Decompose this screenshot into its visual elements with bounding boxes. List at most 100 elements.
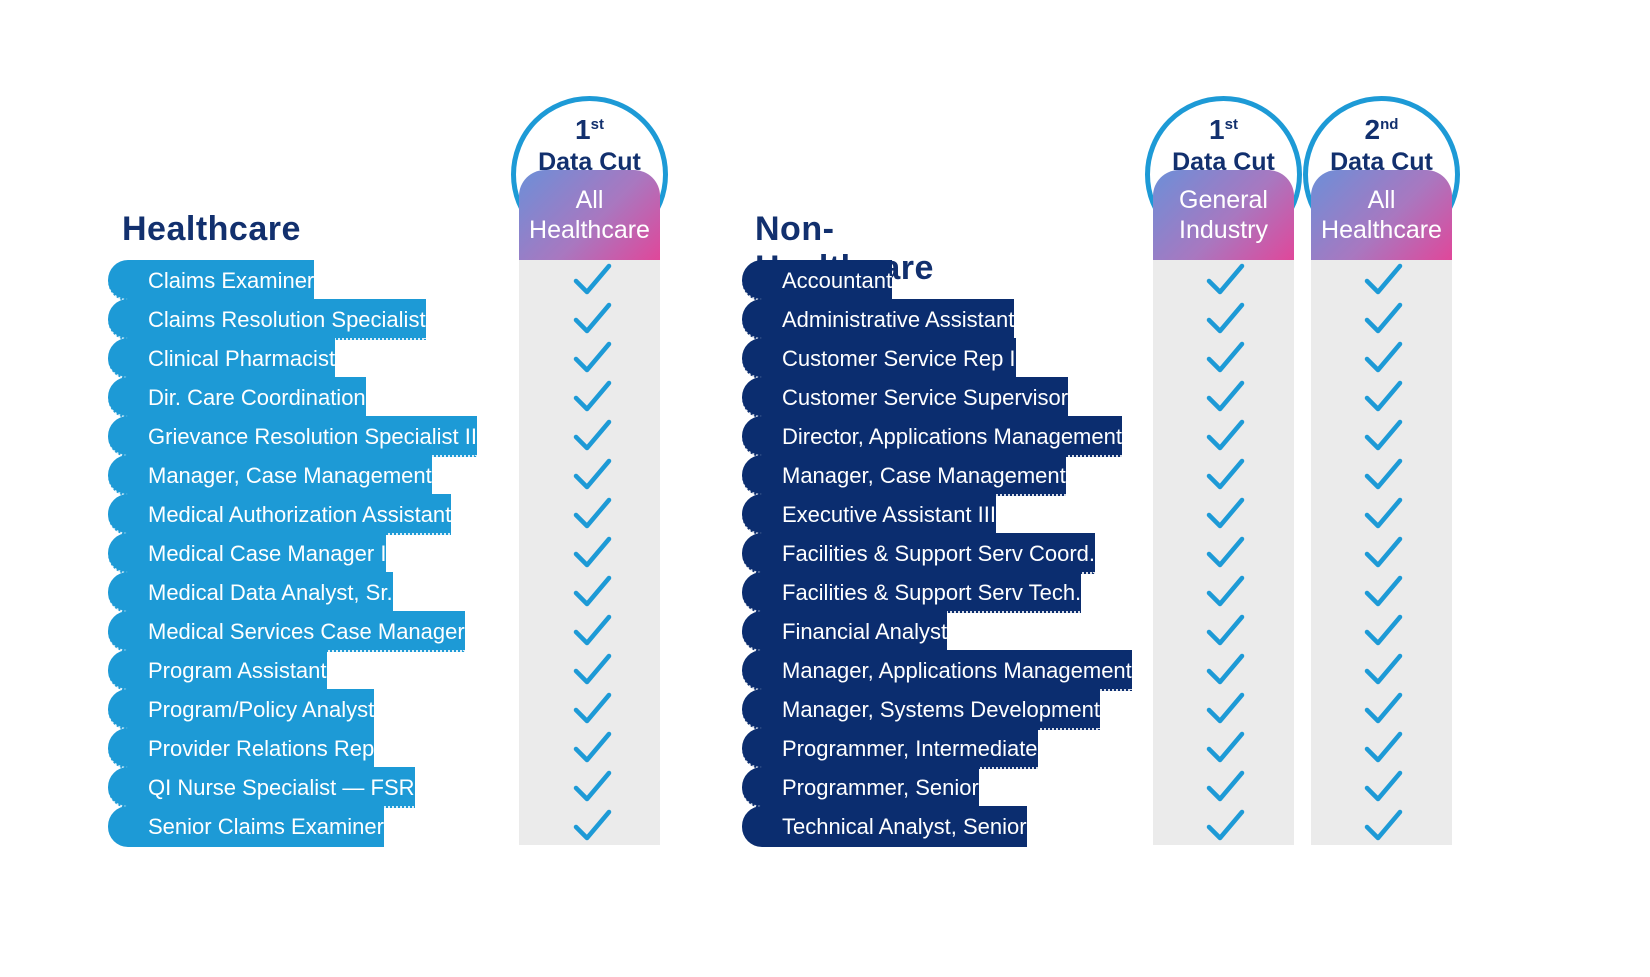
checkmark-icon [572, 614, 612, 648]
table-row: Provider Relations Rep [108, 728, 375, 769]
data-cut-number: 1 [1209, 114, 1225, 145]
checkmark-icon [1363, 497, 1403, 531]
checkmark-icon [1363, 809, 1403, 843]
checkmark-icon [1363, 731, 1403, 765]
checkmark-icon [1205, 809, 1245, 843]
checkmark-icon [572, 302, 612, 336]
checkmark-icon [1205, 575, 1245, 609]
checkmark-icon [1205, 653, 1245, 687]
checkmark-icon [572, 536, 612, 570]
checkmark-icon [572, 497, 612, 531]
non-healthcare-column-general-industry: General Industry [1153, 170, 1294, 845]
table-row: Claims Resolution Specialist [108, 299, 426, 340]
table-row: Executive Assistant III [742, 494, 996, 535]
checkmark-icon [1363, 575, 1403, 609]
table-row: Medical Services Case Manager [108, 611, 465, 652]
healthcare-title: Healthcare [122, 210, 301, 248]
checkmark-icon [1205, 692, 1245, 726]
data-cut-number: 1 [575, 114, 591, 145]
checkmark-icon [572, 380, 612, 414]
table-row: Director, Applications Management [742, 416, 1122, 457]
checkmark-icon [572, 263, 612, 297]
checkmark-icon [1363, 380, 1403, 414]
checkmark-icon [1205, 263, 1245, 297]
table-row: Administrative Assistant [742, 299, 1015, 340]
table-row: Technical Analyst, Senior [742, 806, 1027, 847]
checkmark-icon [572, 341, 612, 375]
data-cut-label: 2nd Data Cut [1303, 110, 1460, 179]
data-cut-number: 2 [1364, 114, 1381, 145]
table-row: Facilities & Support Serv Tech. [742, 572, 1082, 613]
table-row: Manager, Applications Management [742, 650, 1132, 691]
table-row: Claims Examiner [108, 260, 315, 301]
data-cut-text: Data Cut [538, 148, 641, 176]
column-header-line1: General [1179, 186, 1268, 214]
column-header-line2: Healthcare [529, 216, 650, 244]
checkmark-icon [572, 575, 612, 609]
column-header: All Healthcare [1311, 170, 1452, 260]
table-row: Dir. Care Coordination [108, 377, 366, 418]
table-row: Medical Authorization Assistant [108, 494, 452, 535]
table-row: Programmer, Senior [742, 767, 979, 808]
column-header: All Healthcare [519, 170, 660, 260]
table-row: Medical Data Analyst, Sr. [108, 572, 393, 613]
data-cut-suffix: st [1224, 116, 1238, 133]
checkmark-icon [572, 458, 612, 492]
healthcare-column-all-healthcare: All Healthcare [519, 170, 660, 845]
non-healthcare-column-all-healthcare: All Healthcare [1311, 170, 1452, 845]
table-row: Program/Policy Analyst [108, 689, 375, 730]
data-cut-text: Data Cut [1172, 148, 1275, 176]
table-row: Accountant [742, 260, 893, 301]
checkmark-icon [1205, 302, 1245, 336]
checkmark-icon [1205, 770, 1245, 804]
checkmark-icon [572, 419, 612, 453]
data-cut-label: 1st Data Cut [1145, 110, 1302, 179]
column-header-line1: All [575, 186, 604, 214]
table-row: Manager, Case Management [742, 455, 1066, 496]
checkmark-icon [1205, 458, 1245, 492]
checkmark-icon [1205, 341, 1245, 375]
table-row: Program Assistant [108, 650, 327, 691]
table-row: Facilities & Support Serv Coord. [742, 533, 1096, 574]
table-row: Manager, Systems Development [742, 689, 1100, 730]
column-header-line2: Healthcare [1321, 216, 1442, 244]
checkmark-icon [1205, 614, 1245, 648]
checkmark-icon [1205, 380, 1245, 414]
checkmark-icon [1363, 536, 1403, 570]
table-row: Customer Service Supervisor [742, 377, 1069, 418]
data-cut-text: Data Cut [1330, 148, 1433, 176]
checkmark-icon [1363, 653, 1403, 687]
checkmark-icon [1363, 770, 1403, 804]
checkmark-icon [572, 653, 612, 687]
checkmark-icon [1363, 419, 1403, 453]
table-row: Clinical Pharmacist [108, 338, 336, 379]
table-row: Customer Service Rep I [742, 338, 1016, 379]
column-header-line1: All [1367, 186, 1396, 214]
checkmark-icon [1363, 263, 1403, 297]
checkmark-icon [572, 731, 612, 765]
checkmark-icon [572, 692, 612, 726]
checkmark-icon [1205, 536, 1245, 570]
checkmark-icon [1363, 341, 1403, 375]
table-row: Medical Case Manager I [108, 533, 387, 574]
checkmark-icon [572, 770, 612, 804]
checkmark-icon [1363, 692, 1403, 726]
column-header-line2: Industry [1179, 216, 1268, 244]
data-cut-suffix: nd [1380, 116, 1399, 133]
table-row: Programmer, Intermediate [742, 728, 1038, 769]
data-cut-suffix: st [590, 116, 604, 133]
checkmark-icon [1205, 731, 1245, 765]
data-cut-label: 1st Data Cut [511, 110, 668, 179]
table-row: Financial Analyst [742, 611, 948, 652]
table-row: Grievance Resolution Specialist II [108, 416, 477, 457]
checkmark-icon [572, 809, 612, 843]
table-row: Senior Claims Examiner [108, 806, 384, 847]
checkmark-icon [1205, 419, 1245, 453]
column-header: General Industry [1153, 170, 1294, 260]
table-row: Manager, Case Management [108, 455, 432, 496]
table-row: QI Nurse Specialist — FSR [108, 767, 415, 808]
checkmark-icon [1363, 302, 1403, 336]
checkmark-icon [1205, 497, 1245, 531]
checkmark-icon [1363, 458, 1403, 492]
checkmark-icon [1363, 614, 1403, 648]
